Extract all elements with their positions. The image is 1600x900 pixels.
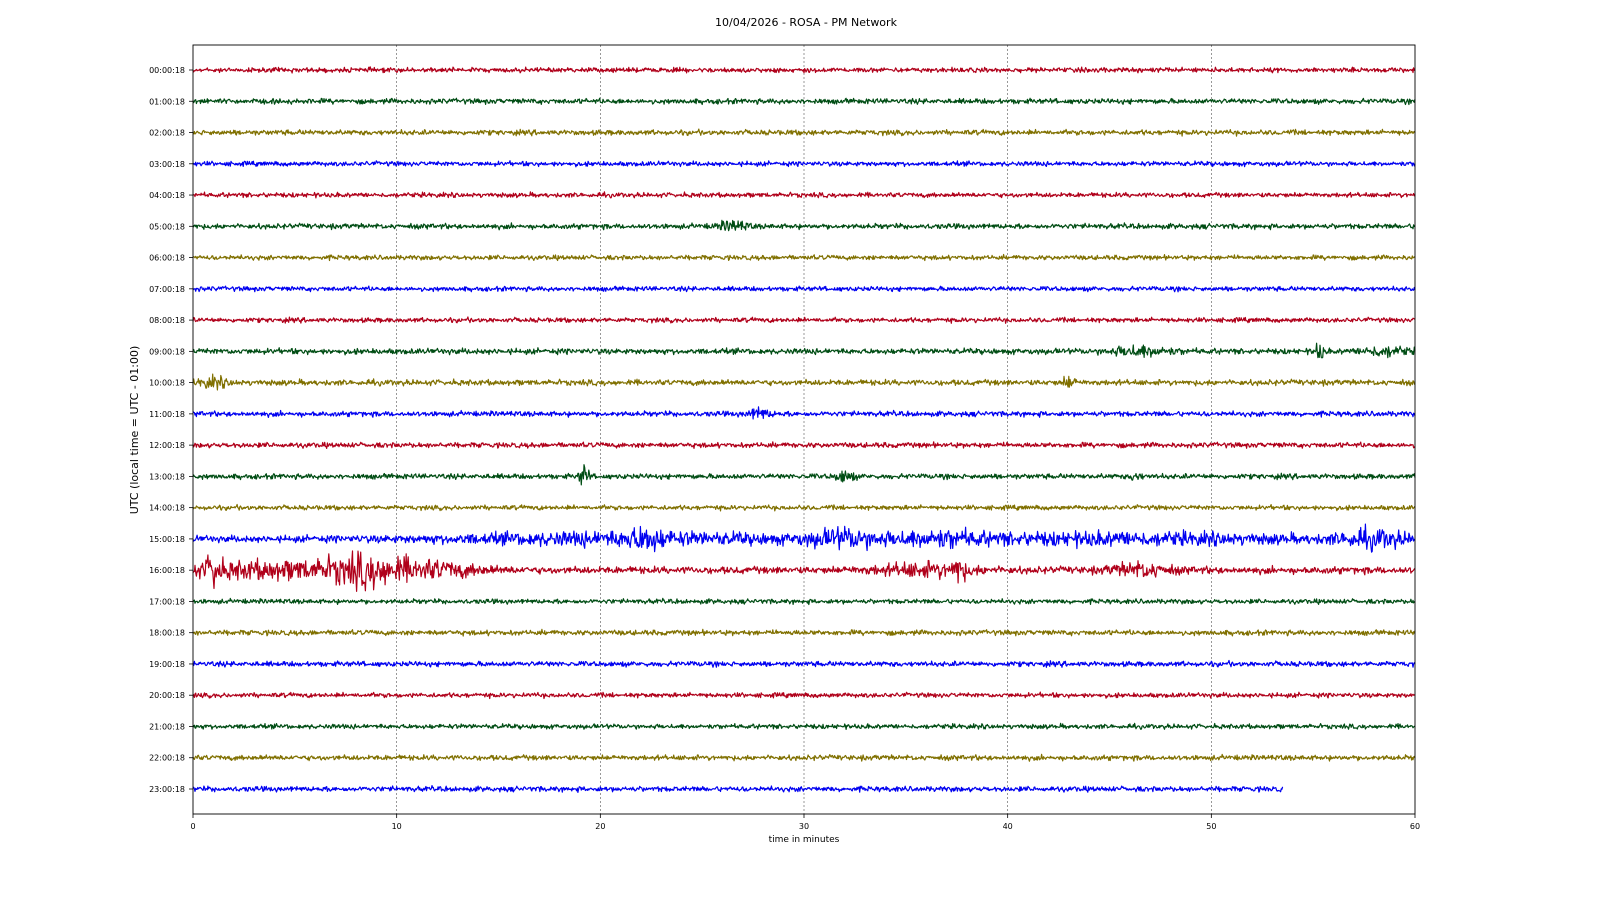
y-tick-label: 02:00:18 (149, 129, 185, 138)
x-tick-label: 0 (190, 822, 195, 831)
x-tick-label: 50 (1206, 822, 1216, 831)
trace-05-00-18 (192, 219, 1416, 232)
y-tick-label: 00:00:18 (149, 66, 185, 75)
trace-22-00-18 (192, 753, 1416, 762)
trace-group (192, 66, 1416, 793)
y-tick-label: 15:00:18 (149, 535, 185, 544)
y-tick-label: 11:00:18 (149, 410, 185, 419)
y-tick-label: 14:00:18 (149, 504, 185, 513)
y-tick-label: 06:00:18 (149, 254, 185, 263)
y-tick-label: 03:00:18 (149, 160, 185, 169)
trace-21-00-18 (192, 722, 1416, 730)
grid-lines (396, 45, 1212, 814)
trace-14-00-18 (192, 503, 1416, 512)
trace-03-00-18 (192, 160, 1416, 168)
y-tick-label: 12:00:18 (149, 441, 185, 450)
trace-12-00-18 (192, 441, 1416, 449)
y-tick-label: 22:00:18 (149, 754, 185, 763)
y-tick-label: 07:00:18 (149, 285, 185, 294)
trace-15-00-18 (192, 523, 1416, 553)
y-tick-label: 21:00:18 (149, 722, 185, 731)
trace-17-00-18 (192, 597, 1416, 606)
trace-07-00-18 (192, 285, 1416, 293)
y-axis-ticks: 00:00:18 01:00:18 02:00:18 03:00:18 04:00:18… (149, 66, 193, 794)
trace-00-00-18 (192, 66, 1416, 74)
y-tick-label: 18:00:18 (149, 629, 185, 638)
trace-11-00-18 (192, 406, 1416, 420)
trace-08-00-18 (192, 316, 1416, 324)
chart-title: 10/04/2026 - ROSA - PM Network (715, 16, 898, 29)
y-tick-label: 13:00:18 (149, 472, 185, 481)
x-tick-label: 20 (595, 822, 605, 831)
y-tick-label: 01:00:18 (149, 97, 185, 106)
y-tick-label: 08:00:18 (149, 316, 185, 325)
x-axis-ticks: 0 10 20 30 40 50 60 (190, 814, 1420, 831)
trace-23-00-18 (192, 785, 1284, 793)
trace-13-00-18 (192, 464, 1416, 486)
y-tick-label: 09:00:18 (149, 347, 185, 356)
y-tick-label: 23:00:18 (149, 785, 185, 794)
trace-06-00-18 (192, 253, 1416, 262)
y-tick-label: 20:00:18 (149, 691, 185, 700)
x-tick-label: 30 (799, 822, 809, 831)
trace-09-00-18 (192, 342, 1416, 359)
trace-02-00-18 (193, 128, 1416, 137)
x-tick-label: 10 (392, 822, 402, 831)
trace-10-00-18 (192, 373, 1416, 391)
x-axis-label: time in minutes (769, 835, 840, 845)
y-tick-label: 10:00:18 (149, 379, 185, 388)
x-tick-label: 60 (1410, 822, 1420, 831)
trace-16-00-18 (192, 550, 1416, 592)
y-tick-label: 19:00:18 (149, 660, 185, 669)
y-tick-label: 16:00:18 (149, 566, 185, 575)
trace-04-00-18 (192, 191, 1416, 199)
y-axis-label: UTC (local time = UTC - 01:00) (128, 346, 141, 515)
trace-01-00-18 (192, 97, 1416, 106)
trace-20-00-18 (192, 691, 1416, 700)
x-tick-label: 40 (1003, 822, 1013, 831)
y-tick-label: 04:00:18 (149, 191, 185, 200)
trace-18-00-18 (192, 628, 1416, 637)
trace-19-00-18 (192, 659, 1416, 668)
y-tick-label: 05:00:18 (149, 222, 185, 231)
y-tick-label: 17:00:18 (149, 597, 185, 606)
